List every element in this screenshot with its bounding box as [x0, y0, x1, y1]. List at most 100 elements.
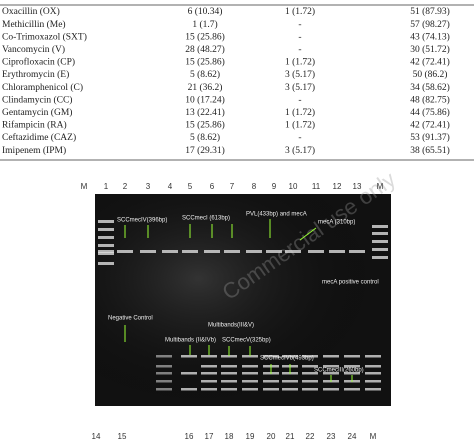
- gel-band: [182, 250, 198, 253]
- lane-label: 8: [252, 182, 257, 191]
- table-cell: -: [298, 95, 301, 105]
- gel-annotation: SCCmecV(325bp): [222, 338, 271, 344]
- table-cell: 13 (22.41): [185, 107, 225, 118]
- gel-band: [302, 380, 318, 383]
- lane-label: 4: [168, 182, 173, 191]
- table-cell: 53 (91.37): [410, 132, 450, 143]
- gel-band: [140, 250, 156, 253]
- lane-label: 24: [348, 432, 357, 441]
- table-cell: Rifampicin (RA): [2, 120, 67, 131]
- table-cell: 38 (65.51): [410, 145, 450, 156]
- gel-band: [372, 232, 388, 235]
- gel-annotation: mecA (310bp): [318, 220, 355, 226]
- gel-band: [98, 262, 114, 265]
- gel-band: [329, 250, 345, 253]
- table-cell: 1 (1.72): [285, 107, 315, 118]
- gel-band: [266, 250, 282, 253]
- table-cell: 3 (5.17): [285, 145, 315, 156]
- lane-label: 15: [118, 432, 127, 441]
- gel-annotation: SCCmecIVb(493bp): [260, 356, 314, 362]
- table-cell: 51 (87.93): [410, 6, 450, 17]
- gel-band: [221, 388, 237, 391]
- gel-band: [156, 380, 172, 383]
- gel-band: [372, 256, 388, 259]
- gel-band: [156, 388, 172, 391]
- table-cell: 28 (48.27): [185, 44, 225, 55]
- table-cell: 57 (98.27): [410, 19, 450, 30]
- gel-band: [365, 388, 381, 391]
- gel-band: [344, 355, 360, 358]
- gel-band: [302, 388, 318, 391]
- gel-band: [372, 225, 388, 228]
- gel-band: [323, 355, 339, 358]
- gel-annotation: Negative Control: [108, 316, 153, 322]
- lane-label: 14: [92, 432, 101, 441]
- table-cell: 50 (86.2): [413, 69, 448, 80]
- gel-band: [162, 250, 178, 253]
- arrow: [299, 227, 317, 241]
- gel-band: [201, 355, 217, 358]
- gel-annotation: mecA positive control: [322, 280, 379, 286]
- gel-annotation: PVL(433bp) and mecA: [246, 212, 307, 218]
- table-cell: Vancomycin (V): [2, 44, 65, 55]
- gel-band: [344, 365, 360, 368]
- table-cell: 10 (17.24): [185, 94, 225, 105]
- lane-label: M: [370, 432, 377, 441]
- gel-band: [242, 355, 258, 358]
- gel-band: [372, 240, 388, 243]
- gel-band: [221, 355, 237, 358]
- gel-band: [263, 355, 279, 358]
- gel-band: [204, 250, 220, 253]
- gel-band: [372, 248, 388, 251]
- table-cell: 5 (8.62): [190, 69, 220, 80]
- gel-band: [365, 372, 381, 375]
- gel-band: [221, 372, 237, 375]
- gel-annotation: SCCmecI (613bp): [182, 216, 230, 222]
- table-cell: -: [298, 45, 301, 55]
- table-cell: 1 (1.72): [285, 120, 315, 131]
- table-cell: 48 (82.75): [410, 94, 450, 105]
- lane-label: 12: [333, 182, 342, 191]
- gel-band: [282, 388, 298, 391]
- lane-label: 2: [123, 182, 128, 191]
- table-cell: 30 (51.72): [410, 44, 450, 55]
- table-cell: 1 (1.72): [285, 57, 315, 68]
- gel-band: [242, 388, 258, 391]
- table-cell: 5 (8.62): [190, 132, 220, 143]
- gel-band: [181, 355, 197, 358]
- gel-band: [117, 250, 133, 253]
- gel-band: [344, 372, 360, 375]
- lane-label: 17: [205, 432, 214, 441]
- lane-label: 20: [267, 432, 276, 441]
- table-cell: -: [298, 133, 301, 143]
- gel-band: [365, 355, 381, 358]
- lane-label: 7: [230, 182, 235, 191]
- lane-label: 5: [188, 182, 193, 191]
- table-cell: 42 (72.41): [410, 120, 450, 131]
- table-cell: 15 (25.86): [185, 120, 225, 131]
- gel-band: [221, 365, 237, 368]
- table-cell: 3 (5.17): [285, 69, 315, 80]
- gel-band: [156, 365, 172, 368]
- gel-band: [323, 372, 339, 375]
- table-cell: -: [298, 32, 301, 42]
- table-cell: 43 (74.13): [410, 31, 450, 42]
- table-cell: 21 (36.2): [188, 82, 223, 93]
- gel-band: [201, 372, 217, 375]
- gel-annotation: Multibands(III&V): [208, 323, 254, 329]
- gel-band: [282, 355, 298, 358]
- gel-band: [201, 388, 217, 391]
- lane-label: 9: [272, 182, 277, 191]
- table-cell: Erythromycin (E): [2, 69, 69, 80]
- gel-annotation: SCCmecIV(396bp): [117, 218, 167, 224]
- gel-band: [344, 388, 360, 391]
- table-cell: Methicillin (Me): [2, 19, 66, 30]
- gel-band: [181, 388, 197, 391]
- gel-band: [98, 220, 114, 223]
- table-cell: Imipenem (IPM): [2, 145, 66, 156]
- gel-band: [242, 372, 258, 375]
- gel-band: [156, 355, 172, 358]
- lane-label: M: [377, 182, 384, 191]
- table-cell: -: [298, 20, 301, 30]
